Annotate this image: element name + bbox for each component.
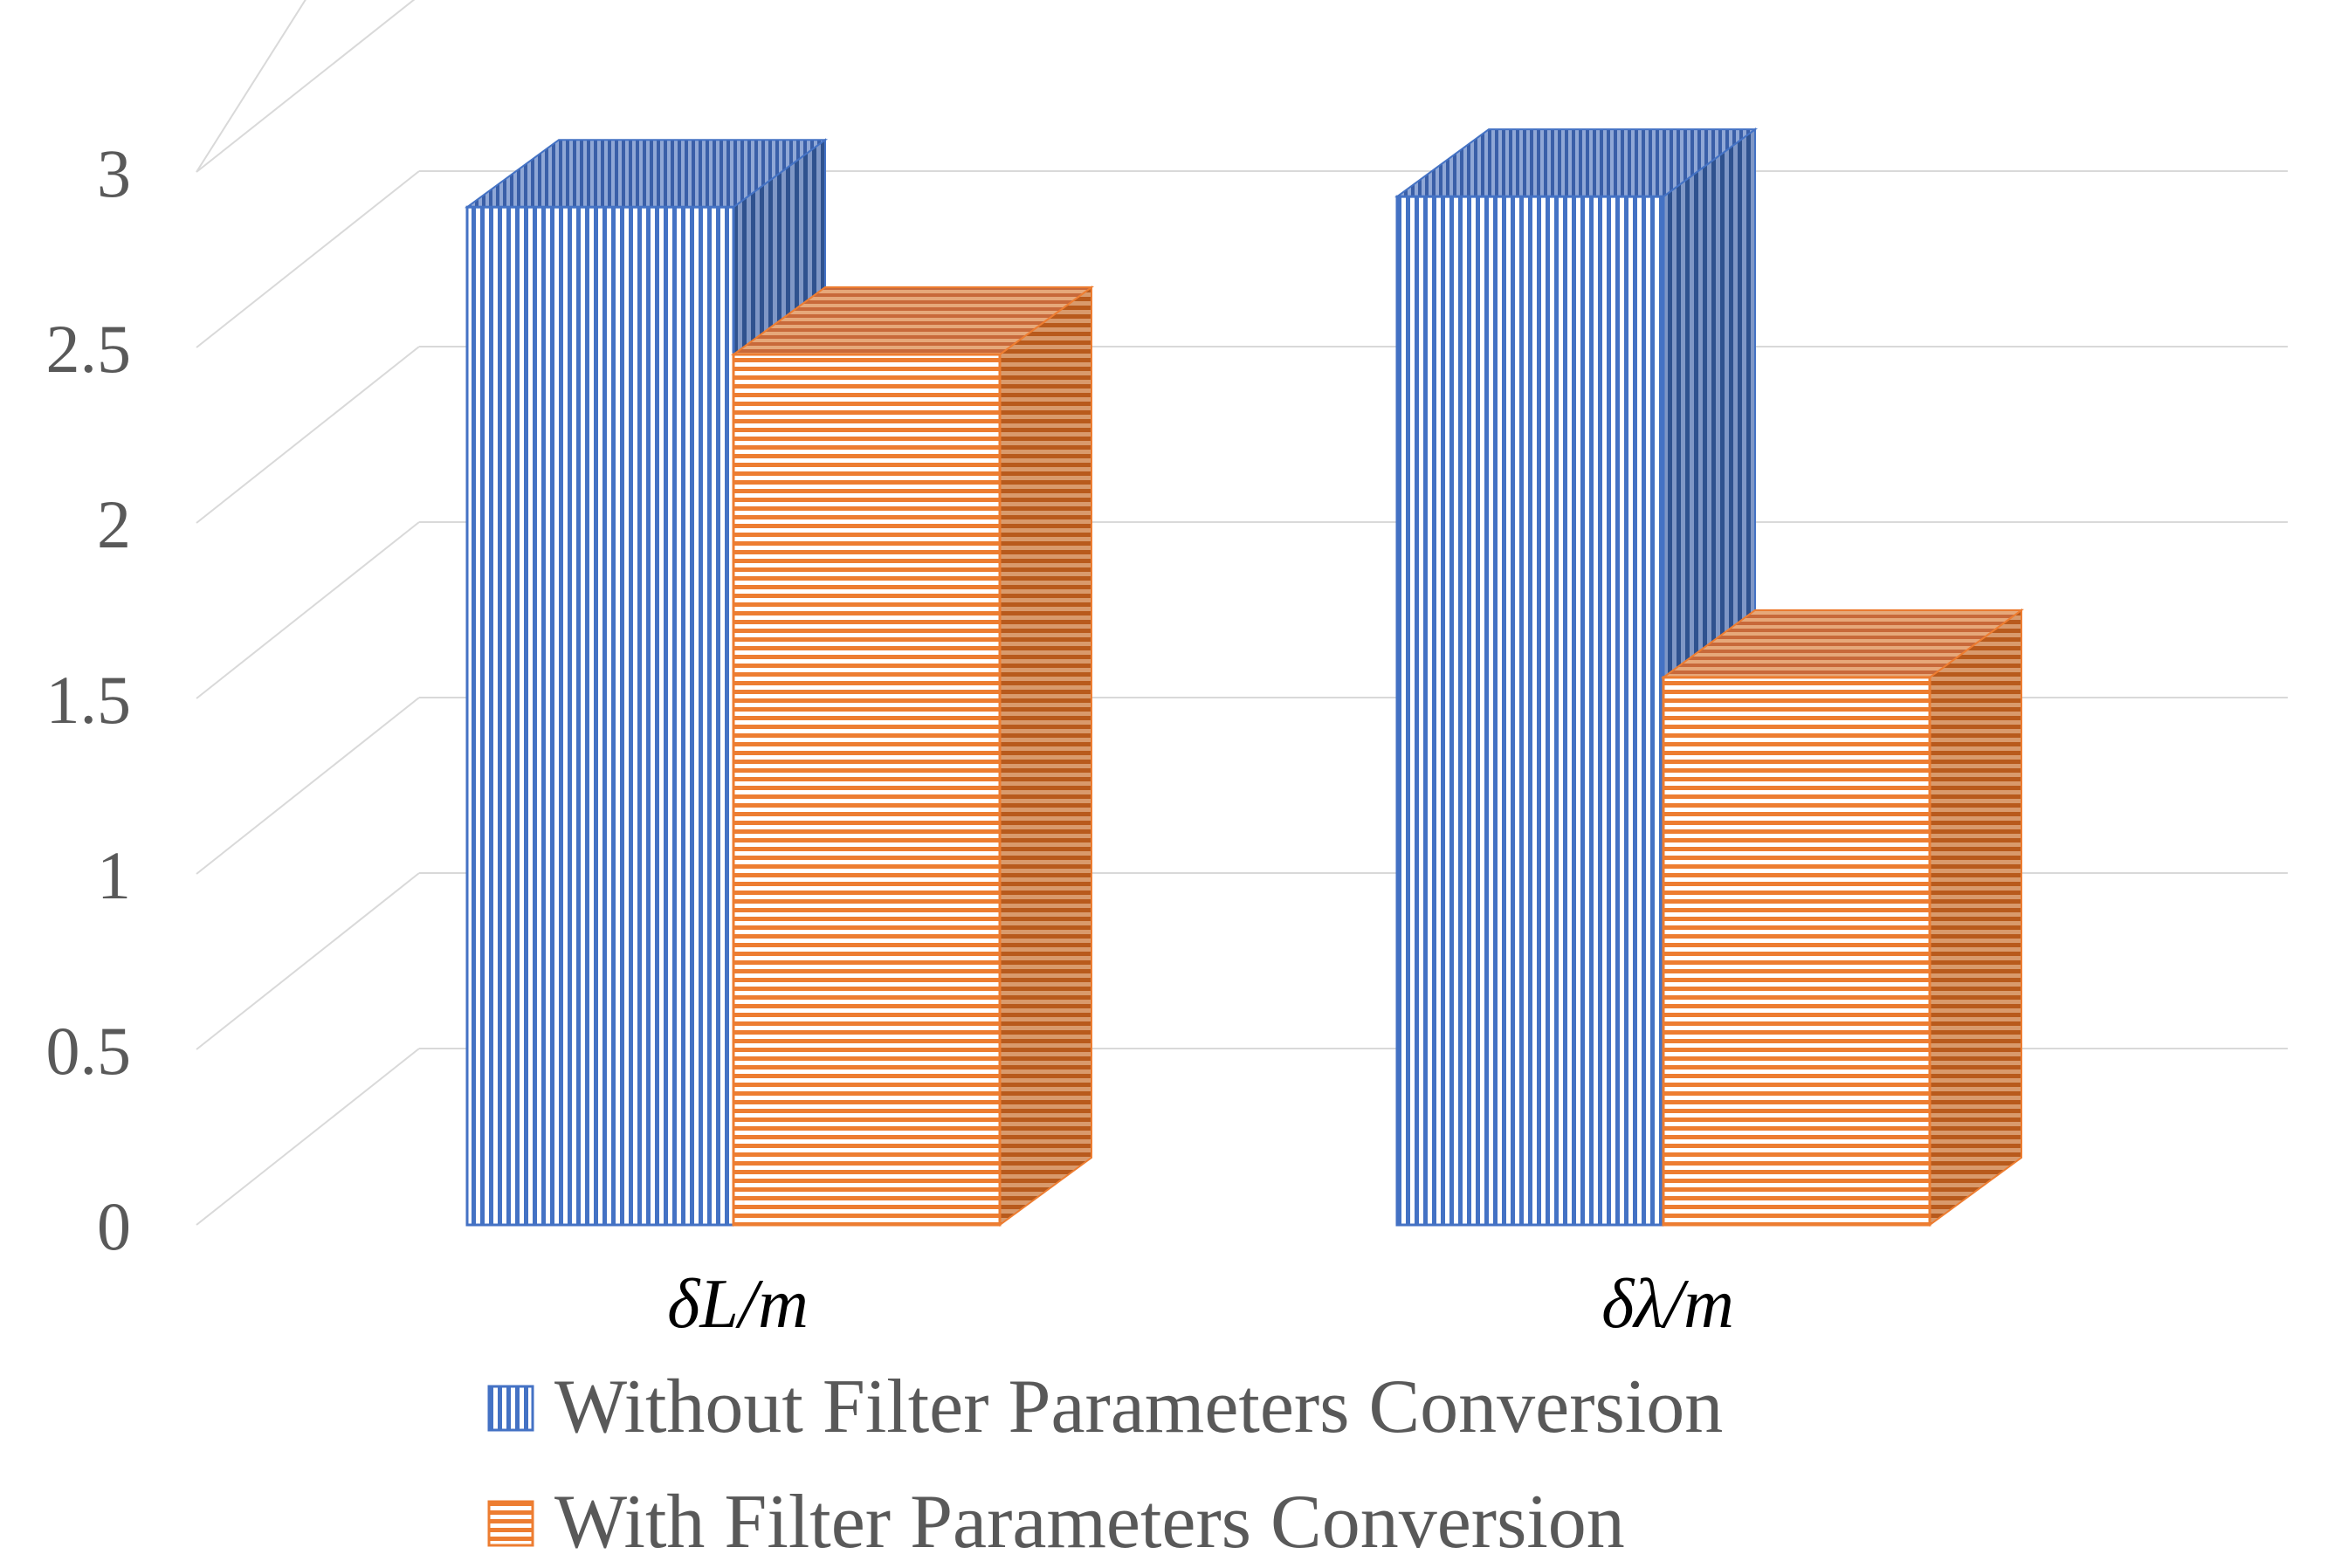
y-tick-label: 0 (97, 1188, 131, 1264)
legend-swatch-series-1 (487, 1500, 534, 1547)
x-category-label: δL/m (667, 1266, 809, 1343)
x-category-label: δλ/m (1601, 1266, 1734, 1343)
gridline-diagonal (196, 346, 420, 524)
y-axis-ticks: 0 0.5 1 1.5 2 2.5 3 (46, 135, 132, 1264)
y-tick-label: 0.5 (46, 1013, 132, 1089)
bar-front (732, 353, 1002, 1227)
gridline-diagonal (196, 872, 420, 1050)
bar-side (1929, 608, 2022, 1227)
gridline-diagonal (196, 0, 306, 173)
legend-item-series-1: With Filter Parameters Conversion (487, 1480, 1625, 1565)
y-tick-label: 1.5 (46, 662, 132, 738)
gridline-diagonal (196, 0, 416, 173)
bars (464, 127, 2025, 1227)
y-tick-label: 1 (97, 837, 131, 913)
legend-label-series-1: With Filter Parameters Conversion (554, 1480, 1625, 1565)
bar-front (1395, 195, 1665, 1227)
bar-series-1-cat-1 (1660, 608, 2025, 1227)
y-tick-label: 3 (97, 135, 131, 211)
bar-front (465, 205, 735, 1227)
gridline-diagonal (196, 521, 420, 699)
legend: Without Filter Parameters Conversion Wit… (487, 1365, 1723, 1565)
gridline-diagonal (196, 170, 420, 348)
legend-item-series-0: Without Filter Parameters Conversion (487, 1365, 1723, 1449)
legend-label-series-0: Without Filter Parameters Conversion (554, 1365, 1723, 1449)
legend-swatch-series-0 (487, 1385, 534, 1432)
x-axis-categories: δL/m δλ/m (667, 1266, 1734, 1343)
bar-front (1662, 676, 1931, 1227)
bar-series-1-cat-0 (730, 285, 1095, 1227)
bar-side (999, 285, 1092, 1227)
y-tick-label: 2 (97, 486, 131, 562)
gridline-diagonal (196, 697, 420, 875)
gridline-diagonal (196, 1048, 420, 1226)
y-tick-label: 2.5 (46, 311, 132, 387)
